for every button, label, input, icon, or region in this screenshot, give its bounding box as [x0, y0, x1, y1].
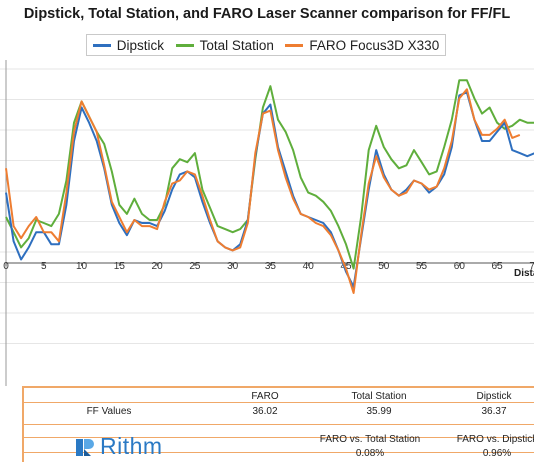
compare-value-faro-vs-dipstick: 0.96%	[482, 448, 512, 459]
x-tick-label: 40	[303, 261, 315, 272]
x-tick-label: 55	[416, 261, 428, 272]
table-value-dipstick: 36.37	[481, 406, 507, 417]
x-tick-label: 35	[265, 261, 277, 272]
x-tick-label: 20	[152, 261, 164, 272]
x-tick-label: 0	[3, 261, 9, 272]
legend-label-total-station: Total Station	[199, 37, 274, 53]
x-tick-label: 50	[378, 261, 390, 272]
x-tick-label: 30	[227, 261, 239, 272]
legend-item-dipstick: Dipstick	[92, 37, 165, 53]
x-tick-label: 45	[340, 261, 352, 272]
comparison-table: FARO Total Station Dipstick FF Values 36…	[22, 386, 534, 462]
chart-title: Dipstick, Total Station, and FARO Laser …	[23, 6, 511, 22]
x-axis-title: Dista	[514, 268, 534, 279]
table-value-faro: 36.02	[252, 406, 278, 417]
line-chart: 0 5 10 15 20 25 30 35 40 45 50 55 60 65 70 Dista	[0, 60, 534, 386]
legend-label-dipstick: Dipstick	[116, 37, 165, 53]
legend-swatch-dipstick	[92, 43, 111, 47]
gridlines	[0, 60, 534, 386]
chart-legend: Dipstick Total Station FARO Focus3D X330	[86, 34, 446, 56]
rithm-logo-text: Rithm	[100, 433, 163, 459]
legend-swatch-faro	[285, 43, 304, 47]
compare-header-faro-vs-dipstick: FARO vs. Dipstick	[456, 434, 534, 445]
legend-label-faro: FARO Focus3D X330	[309, 37, 440, 53]
series-line-faro-focus3d-x330	[5, 88, 521, 294]
x-axis: 0 5 10 15 20 25 30 35 40 45 50 55 60 65 70	[3, 261, 534, 272]
x-tick-label: 65	[492, 261, 504, 272]
compare-header-faro-vs-total-station: FARO vs. Total Station	[319, 434, 421, 445]
table-header-faro: FARO	[251, 391, 279, 402]
legend-item-total-station: Total Station	[175, 37, 274, 53]
rithm-logo-icon	[76, 438, 94, 456]
legend-item-faro: FARO Focus3D X330	[285, 38, 439, 53]
table-row-label: FF Values	[86, 406, 132, 417]
x-tick-label: 5	[41, 261, 47, 272]
table-header-total-station: Total Station	[351, 391, 407, 402]
x-tick-label: 10	[76, 261, 88, 272]
x-tick-label: 70	[529, 261, 534, 272]
x-tick-label: 15	[114, 261, 126, 272]
table-value-total-station: 35.99	[366, 406, 392, 417]
legend-swatch-total-station	[175, 43, 194, 47]
table-header-dipstick: Dipstick	[476, 391, 512, 402]
x-tick-label: 60	[454, 261, 466, 272]
x-tick-label: 25	[189, 261, 201, 272]
rithm-logo: Rithm	[74, 433, 163, 460]
series-lines	[5, 79, 534, 294]
compare-value-faro-vs-total-station: 0.08%	[355, 448, 385, 459]
